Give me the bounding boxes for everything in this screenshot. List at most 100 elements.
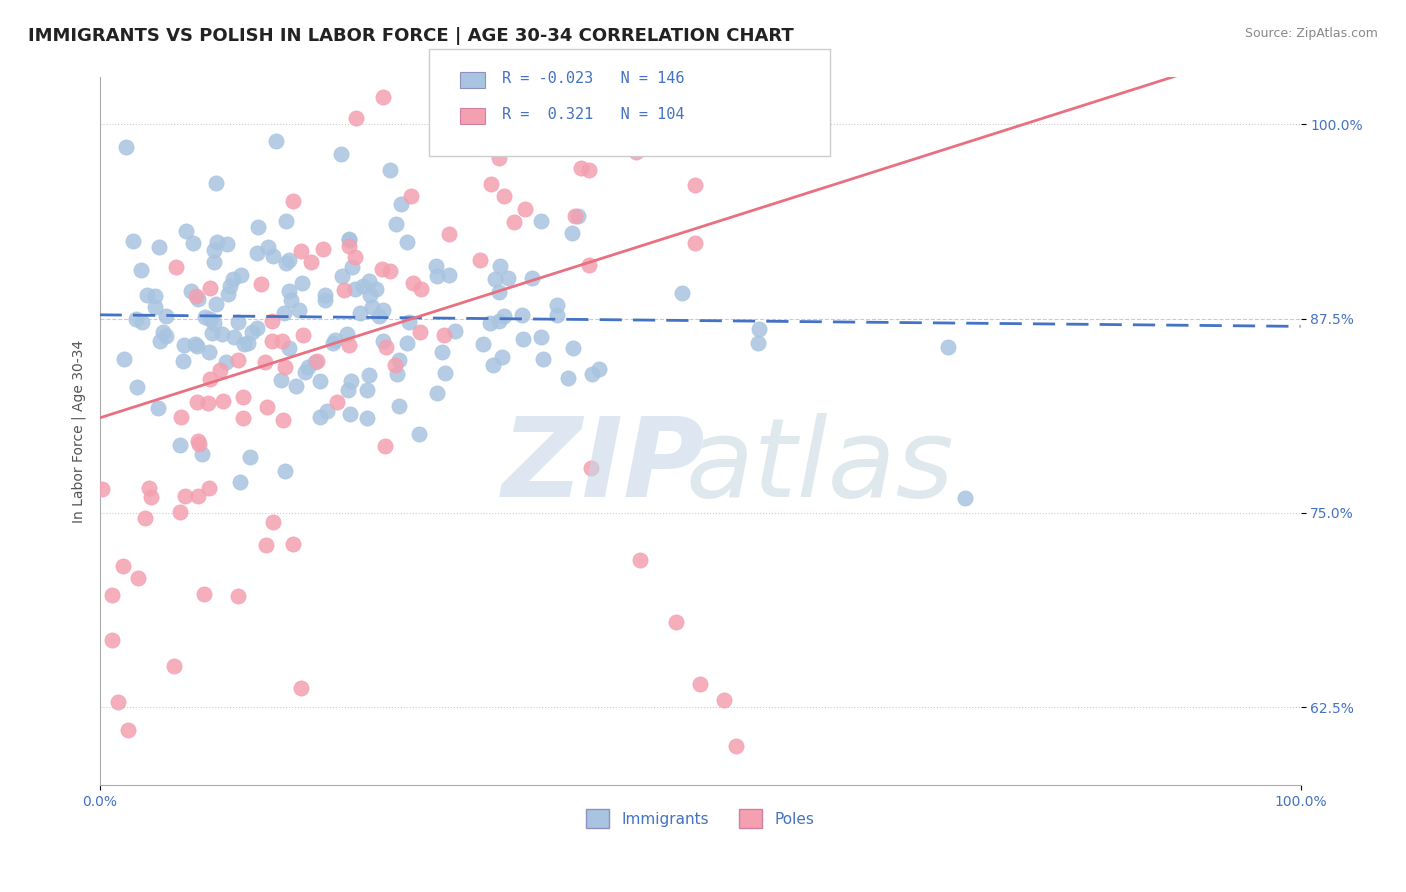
Point: [134, 511, 156, 525]
Point: [685, 178, 707, 192]
Point: [148, 239, 170, 253]
Point: [246, 321, 269, 335]
Point: [155, 328, 177, 343]
Point: [569, 161, 592, 175]
Point: [546, 298, 568, 312]
Point: [173, 337, 195, 351]
Point: [232, 410, 254, 425]
Point: [434, 366, 457, 380]
Point: [121, 234, 143, 248]
Point: [953, 491, 976, 505]
Point: [481, 358, 503, 372]
Point: [574, 29, 596, 44]
Point: [484, 272, 506, 286]
Point: [425, 259, 447, 273]
Point: [205, 176, 228, 190]
Point: [146, 401, 169, 416]
Point: [713, 692, 735, 706]
Point: [724, 101, 747, 115]
Point: [149, 334, 172, 348]
Point: [197, 481, 219, 495]
Point: [304, 355, 326, 369]
Point: [273, 360, 295, 375]
Point: [169, 438, 191, 452]
Point: [280, 293, 302, 308]
Point: [288, 302, 311, 317]
Point: [184, 337, 207, 351]
Point: [352, 279, 374, 293]
Text: ZIP: ZIP: [502, 413, 706, 520]
Point: [367, 309, 389, 323]
Point: [581, 367, 603, 381]
Point: [488, 151, 510, 165]
Point: [254, 355, 277, 369]
Point: [488, 285, 510, 299]
Point: [239, 450, 262, 465]
Point: [197, 396, 219, 410]
Point: [337, 233, 360, 247]
Point: [349, 305, 371, 319]
Point: [534, 63, 557, 78]
Point: [477, 112, 499, 126]
Point: [222, 271, 245, 285]
Point: [337, 383, 360, 397]
Point: [271, 413, 294, 427]
Point: [232, 390, 254, 404]
Point: [356, 383, 378, 397]
Point: [364, 282, 387, 296]
Point: [187, 434, 209, 449]
Point: [408, 426, 430, 441]
Point: [226, 314, 249, 328]
Legend: Immigrants, Poles: Immigrants, Poles: [579, 803, 820, 834]
Point: [198, 371, 221, 385]
Point: [399, 189, 422, 203]
Point: [262, 313, 284, 327]
Point: [444, 324, 467, 338]
Point: [316, 404, 339, 418]
Point: [426, 385, 449, 400]
Point: [262, 334, 284, 348]
Point: [312, 242, 335, 256]
Point: [143, 289, 166, 303]
Point: [186, 289, 208, 303]
Point: [274, 256, 297, 270]
Point: [564, 209, 586, 223]
Point: [371, 89, 394, 103]
Point: [211, 327, 233, 342]
Point: [450, 29, 472, 43]
Point: [337, 232, 360, 246]
Point: [163, 659, 186, 673]
Point: [371, 334, 394, 348]
Point: [170, 410, 193, 425]
Point: [131, 315, 153, 329]
Point: [274, 214, 297, 228]
Point: [208, 363, 231, 377]
Point: [384, 358, 406, 372]
Point: [388, 352, 411, 367]
Point: [336, 327, 359, 342]
Point: [117, 723, 139, 737]
Point: [229, 475, 252, 490]
Point: [278, 252, 301, 267]
Text: R = -0.023   N = 146: R = -0.023 N = 146: [502, 71, 685, 86]
Point: [202, 243, 225, 257]
Point: [256, 401, 278, 415]
Point: [671, 286, 693, 301]
Text: atlas: atlas: [686, 413, 955, 520]
Point: [578, 259, 600, 273]
Point: [478, 316, 501, 330]
Point: [378, 163, 401, 178]
Point: [254, 537, 277, 551]
Point: [127, 380, 149, 394]
Point: [232, 337, 254, 351]
Point: [339, 407, 361, 421]
Point: [432, 328, 454, 343]
Point: [186, 339, 208, 353]
Point: [278, 341, 301, 355]
Y-axis label: In Labor Force | Age 30-34: In Labor Force | Age 30-34: [72, 340, 86, 523]
Point: [832, 2, 855, 16]
Point: [471, 336, 494, 351]
Point: [344, 111, 367, 125]
Point: [488, 314, 510, 328]
Point: [502, 214, 524, 228]
